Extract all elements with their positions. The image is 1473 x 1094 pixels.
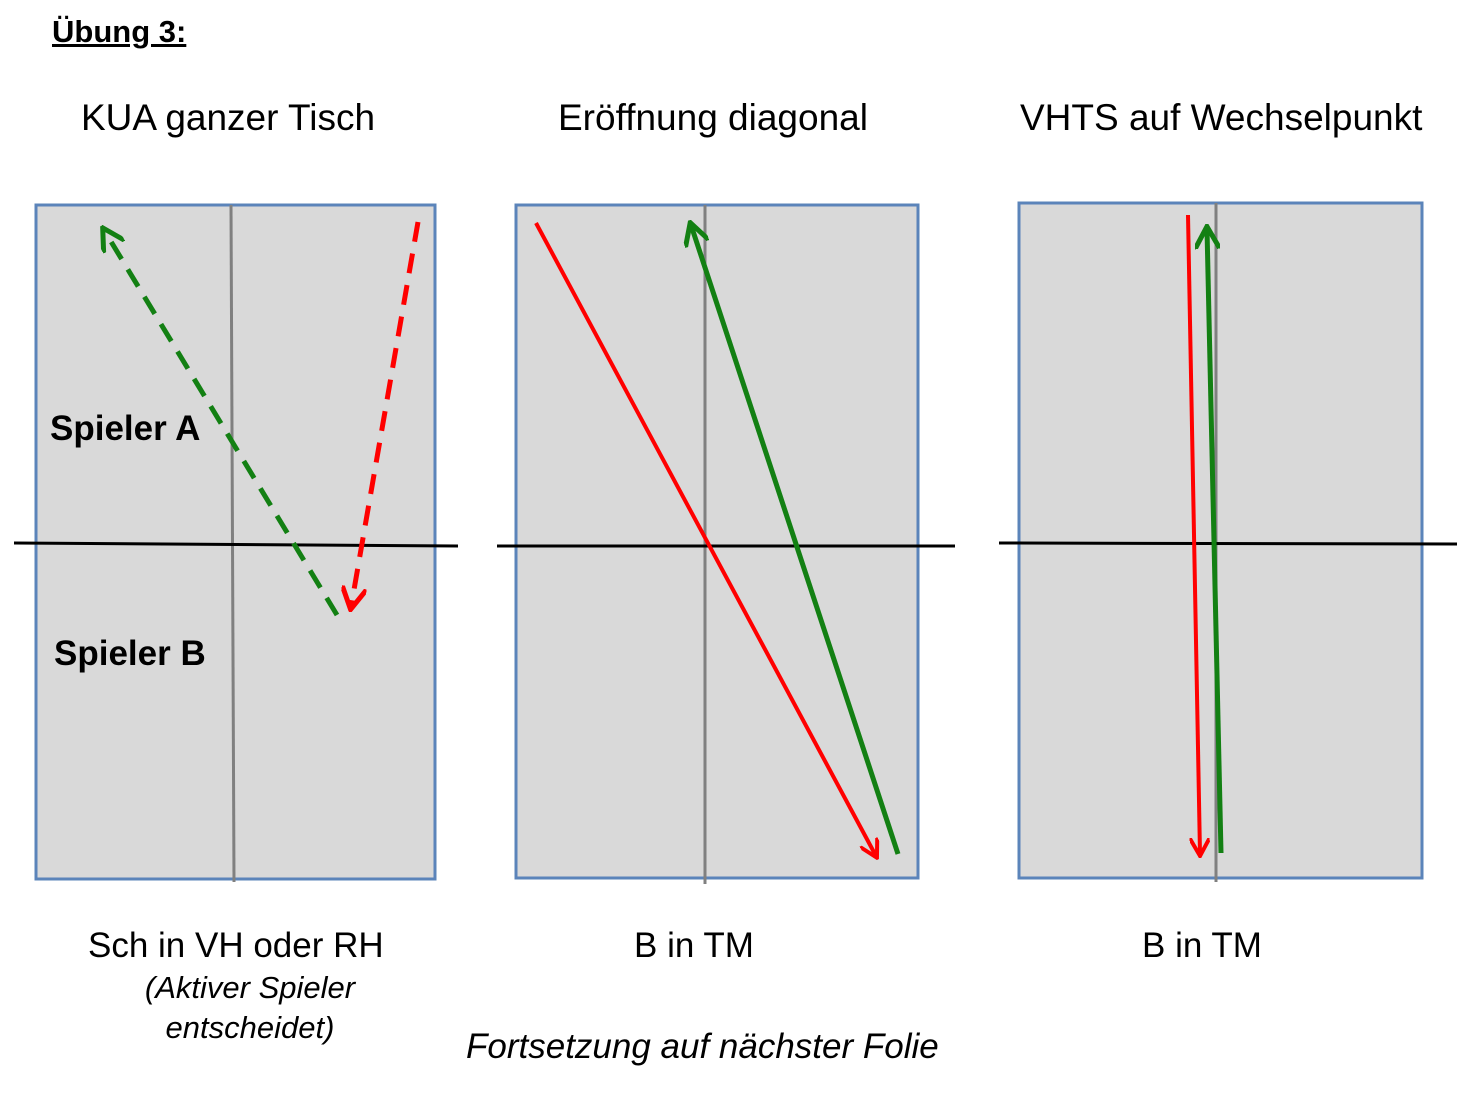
exercise-title: Übung 3: — [52, 14, 187, 49]
caption-note-table-1: (Aktiver Spieler entscheidet) — [144, 970, 356, 1045]
table-3-net-line — [998, 541, 1458, 546]
table-2 — [497, 203, 955, 884]
table-3 — [998, 201, 1458, 882]
table-1-green-ball-path — [104, 230, 340, 617]
table-2-surface — [514, 203, 920, 880]
heading-vhts-wechselpunkt: VHTS auf Wechselpunkt — [1020, 97, 1423, 138]
table-1-surface — [34, 203, 437, 881]
table-1-net-line — [13, 541, 459, 548]
caption-table-1: Sch in VH oder RH — [88, 926, 384, 965]
caption-table-2: B in TM — [634, 926, 754, 965]
table-3-red-ball-path — [1186, 214, 1200, 854]
table-1-red-ball-path — [351, 221, 421, 607]
table-3-green-ball-path — [1207, 229, 1224, 854]
table-2-green-ball-path — [691, 225, 901, 855]
player-b-label: Spieler B — [54, 634, 206, 673]
caption-table-3: B in TM — [1142, 926, 1262, 965]
table-1 — [13, 203, 459, 883]
heading-eroeffnung-diagonal: Eröffnung diagonal — [558, 97, 868, 138]
player-a-label: Spieler A — [50, 409, 201, 448]
table-2-red-ball-path — [534, 222, 876, 856]
continuation-note: Fortsetzung auf nächster Folie — [466, 1027, 939, 1066]
heading-kua-ganzer-tisch: KUA ganzer Tisch — [81, 97, 376, 138]
